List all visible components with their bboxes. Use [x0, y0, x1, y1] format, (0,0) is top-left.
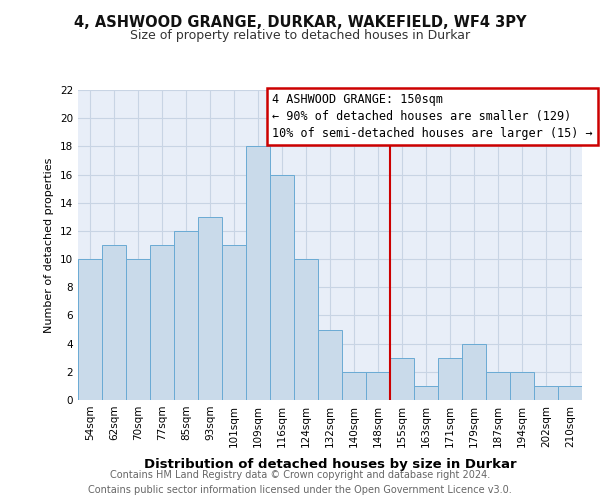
Bar [102, 245, 126, 400]
Text: Size of property relative to detached houses in Durkar: Size of property relative to detached ho… [130, 28, 470, 42]
Bar [438, 358, 462, 400]
Bar [198, 217, 222, 400]
Bar [558, 386, 582, 400]
Text: Contains HM Land Registry data © Crown copyright and database right 2024.
Contai: Contains HM Land Registry data © Crown c… [88, 470, 512, 495]
Bar [222, 245, 246, 400]
Text: 4, ASHWOOD GRANGE, DURKAR, WAKEFIELD, WF4 3PY: 4, ASHWOOD GRANGE, DURKAR, WAKEFIELD, WF… [74, 15, 526, 30]
Bar [318, 330, 342, 400]
Bar [342, 372, 366, 400]
Bar [78, 259, 102, 400]
Bar [150, 245, 174, 400]
Bar [126, 259, 150, 400]
Text: 4 ASHWOOD GRANGE: 150sqm
← 90% of detached houses are smaller (129)
10% of semi-: 4 ASHWOOD GRANGE: 150sqm ← 90% of detach… [272, 93, 593, 140]
Bar [246, 146, 270, 400]
Bar [366, 372, 390, 400]
Bar [534, 386, 558, 400]
Bar [270, 174, 294, 400]
Bar [174, 231, 198, 400]
Bar [510, 372, 534, 400]
Bar [414, 386, 438, 400]
Bar [462, 344, 486, 400]
Bar [294, 259, 318, 400]
Bar [390, 358, 414, 400]
Bar [486, 372, 510, 400]
Y-axis label: Number of detached properties: Number of detached properties [44, 158, 55, 332]
X-axis label: Distribution of detached houses by size in Durkar: Distribution of detached houses by size … [143, 458, 517, 471]
